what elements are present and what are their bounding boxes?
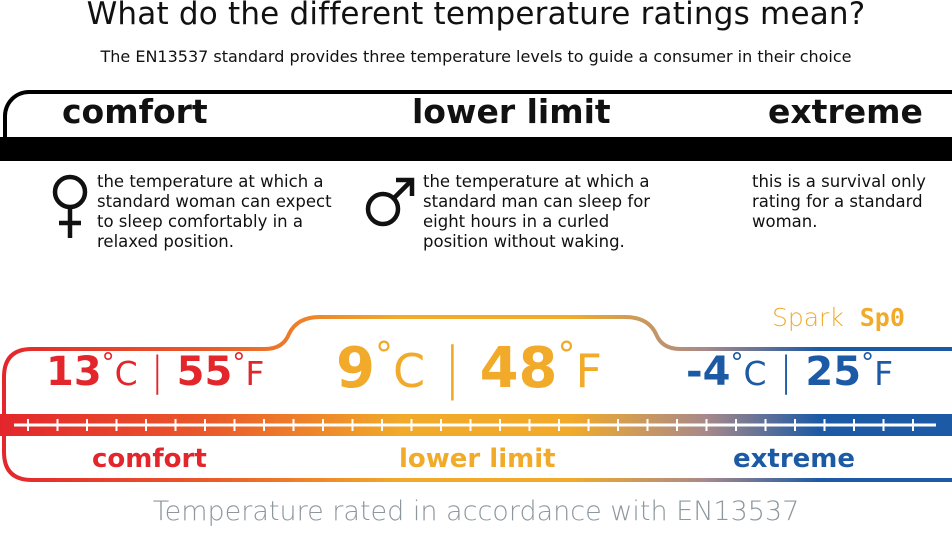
extreme-fahrenheit: 25 [805,349,862,395]
comfort-temperature: 13°C | 55°F [46,348,265,395]
page-subtitle: The EN13537 standard provides three temp… [100,47,852,66]
comfort-description: the temperature at which a standard woma… [97,172,332,251]
extreme-temperature: -4°C | 25°F [686,348,894,395]
footer-note: Temperature rated in accordance with EN1… [152,496,800,527]
scale-label-comfort: comfort [92,444,207,474]
brand-name: Spark [772,303,844,332]
male-symbol-icon [365,177,415,227]
lower-limit-celsius: 9 [336,336,375,401]
header-bar [0,137,952,161]
header-label-lower-limit: lower limit [412,92,611,131]
scale-outline [2,315,952,482]
scale-label-lower-limit: lower limit [399,444,556,474]
scale-label-extreme: extreme [733,444,856,474]
lower-limit-description: the temperature at which a standard man … [423,172,651,251]
header-frame [3,90,952,146]
comfort-celsius: 13 [46,349,102,395]
header-label-extreme: extreme [768,92,923,131]
comfort-fahrenheit: 55 [176,349,233,395]
extreme-description: this is a survival only rating for a sta… [752,172,926,231]
extreme-celsius: -4 [686,349,731,395]
lower-limit-temperature: 9°C | 48°F [336,335,602,401]
brand-model: Sp0 [859,303,905,332]
female-symbol-icon [52,174,88,238]
page-title: What do the different temperature rating… [86,0,866,32]
brand-logo: Spark Sp0 [772,303,905,332]
lower-limit-fahrenheit: 48 [479,336,558,401]
header-label-comfort: comfort [62,92,208,131]
